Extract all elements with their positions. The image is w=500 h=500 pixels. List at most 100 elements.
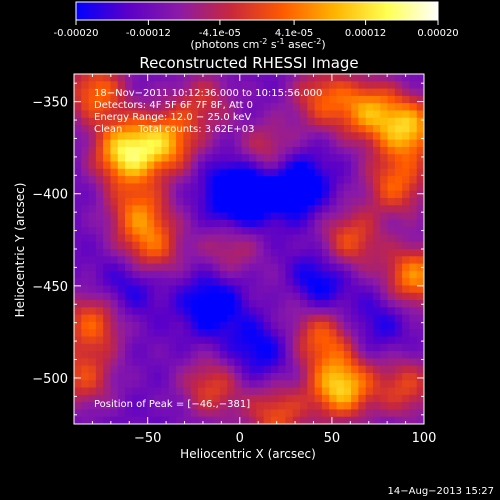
- heatmap-cell: [343, 212, 352, 221]
- heatmap-cell: [394, 146, 403, 155]
- heatmap-cell: [321, 176, 330, 184]
- heatmap-cell: [234, 300, 243, 308]
- heatmap-cell: [205, 161, 213, 170]
- heatmap-cell: [256, 219, 264, 228]
- heatmap-cell: [219, 88, 228, 97]
- heatmap-cell: [278, 227, 286, 235]
- peak-position-annotation: Position of Peak = [−46.,−381]: [94, 399, 250, 410]
- heatmap-cell: [292, 88, 301, 97]
- heatmap-cell: [74, 394, 82, 403]
- heatmap-cell: [314, 154, 323, 162]
- heatmap-cell: [197, 168, 206, 177]
- heatmap-cell: [358, 212, 367, 221]
- heatmap-cell: [270, 278, 279, 286]
- heatmap-cell: [110, 321, 119, 330]
- heatmap-cell: [358, 219, 367, 228]
- heatmap-cell: [132, 241, 141, 250]
- heatmap-cell: [81, 307, 89, 316]
- heatmap-cell: [263, 402, 272, 410]
- heatmap-cell: [95, 183, 104, 192]
- heatmap-cell: [146, 212, 155, 221]
- heatmap-cell: [402, 227, 410, 235]
- heatmap-cell: [329, 219, 337, 228]
- heatmap-cell: [110, 402, 119, 410]
- heatmap-cell: [307, 270, 316, 279]
- heatmap-cell: [176, 212, 184, 221]
- heatmap-cell: [358, 197, 367, 206]
- heatmap-cell: [132, 81, 141, 89]
- heatmap-cell: [125, 321, 133, 330]
- heatmap-cell: [161, 314, 170, 323]
- heatmap-cell: [336, 154, 345, 162]
- heatmap-cell: [183, 132, 192, 141]
- heatmap-cell: [88, 380, 97, 388]
- heatmap-cell: [139, 292, 148, 301]
- heatmap-cell: [117, 416, 126, 424]
- heatmap-cell: [219, 300, 228, 308]
- heatmap-cell: [387, 300, 396, 308]
- heatmap-cell: [139, 263, 148, 272]
- heatmap-cell: [314, 219, 323, 228]
- heatmap-cell: [212, 358, 221, 367]
- heatmap-cell: [314, 394, 323, 403]
- heatmap-cell: [300, 380, 308, 388]
- heatmap-cell: [365, 117, 374, 126]
- heatmap-cell: [197, 358, 206, 367]
- heatmap-cell: [321, 161, 330, 170]
- heatmap-cell: [402, 190, 410, 199]
- heatmap-cell: [329, 110, 337, 119]
- heatmap-cell: [270, 416, 279, 424]
- heatmap-cell: [125, 154, 133, 162]
- heatmap-cell: [394, 394, 403, 403]
- heatmap-cell: [314, 285, 323, 294]
- heatmap-cell: [314, 88, 323, 97]
- heatmap-cell: [285, 110, 294, 119]
- heatmap-cell: [183, 117, 192, 126]
- heatmap-cell: [197, 336, 206, 345]
- heatmap-cell: [300, 227, 308, 235]
- heatmap-cell: [256, 227, 264, 235]
- heatmap-cell: [190, 88, 199, 97]
- heatmap-cell: [394, 285, 403, 294]
- heatmap-cell: [212, 307, 221, 316]
- heatmap-cell: [292, 219, 301, 228]
- heatmap-cell: [321, 285, 330, 294]
- heatmap-cell: [161, 81, 170, 89]
- heatmap-cell: [241, 183, 250, 192]
- heatmap-cell: [88, 117, 97, 126]
- heatmap-cell: [95, 372, 104, 381]
- heatmap-cell: [168, 343, 177, 352]
- heatmap-cell: [88, 394, 97, 403]
- heatmap-cell: [351, 110, 359, 119]
- heatmap-cell: [321, 387, 330, 396]
- heatmap-cell: [343, 351, 352, 359]
- heatmap-cell: [234, 183, 243, 192]
- heatmap-cell: [351, 88, 359, 97]
- heatmap-cell: [329, 161, 337, 170]
- heatmap-cell: [380, 125, 388, 133]
- heatmap-cell: [380, 300, 388, 308]
- heatmap-cell: [402, 285, 410, 294]
- heatmap-cell: [292, 358, 301, 367]
- heatmap-cell: [212, 372, 221, 381]
- heatmap-cell: [380, 81, 388, 89]
- heatmap-cell: [365, 300, 374, 308]
- heatmap-cell: [95, 314, 104, 323]
- heatmap-cell: [358, 300, 367, 308]
- heatmap-cell: [380, 343, 388, 352]
- colorbar-tick-label: -4.1e-05: [199, 28, 241, 39]
- heatmap-cell: [351, 278, 359, 286]
- heatmap-cell: [321, 139, 330, 148]
- heatmap-cell: [256, 314, 264, 323]
- heatmap-cell: [197, 394, 206, 403]
- heatmap-cell: [329, 241, 337, 250]
- heatmap-cell: [234, 190, 243, 199]
- heatmap-cell: [103, 161, 111, 170]
- heatmap-cell: [197, 285, 206, 294]
- heatmap-cell: [409, 183, 418, 192]
- y-axis: −350−400−450−500: [32, 82, 424, 416]
- heatmap-cell: [125, 146, 133, 155]
- heatmap-cell: [321, 358, 330, 367]
- heatmap-cell: [132, 358, 141, 367]
- heatmap-cell: [380, 307, 388, 316]
